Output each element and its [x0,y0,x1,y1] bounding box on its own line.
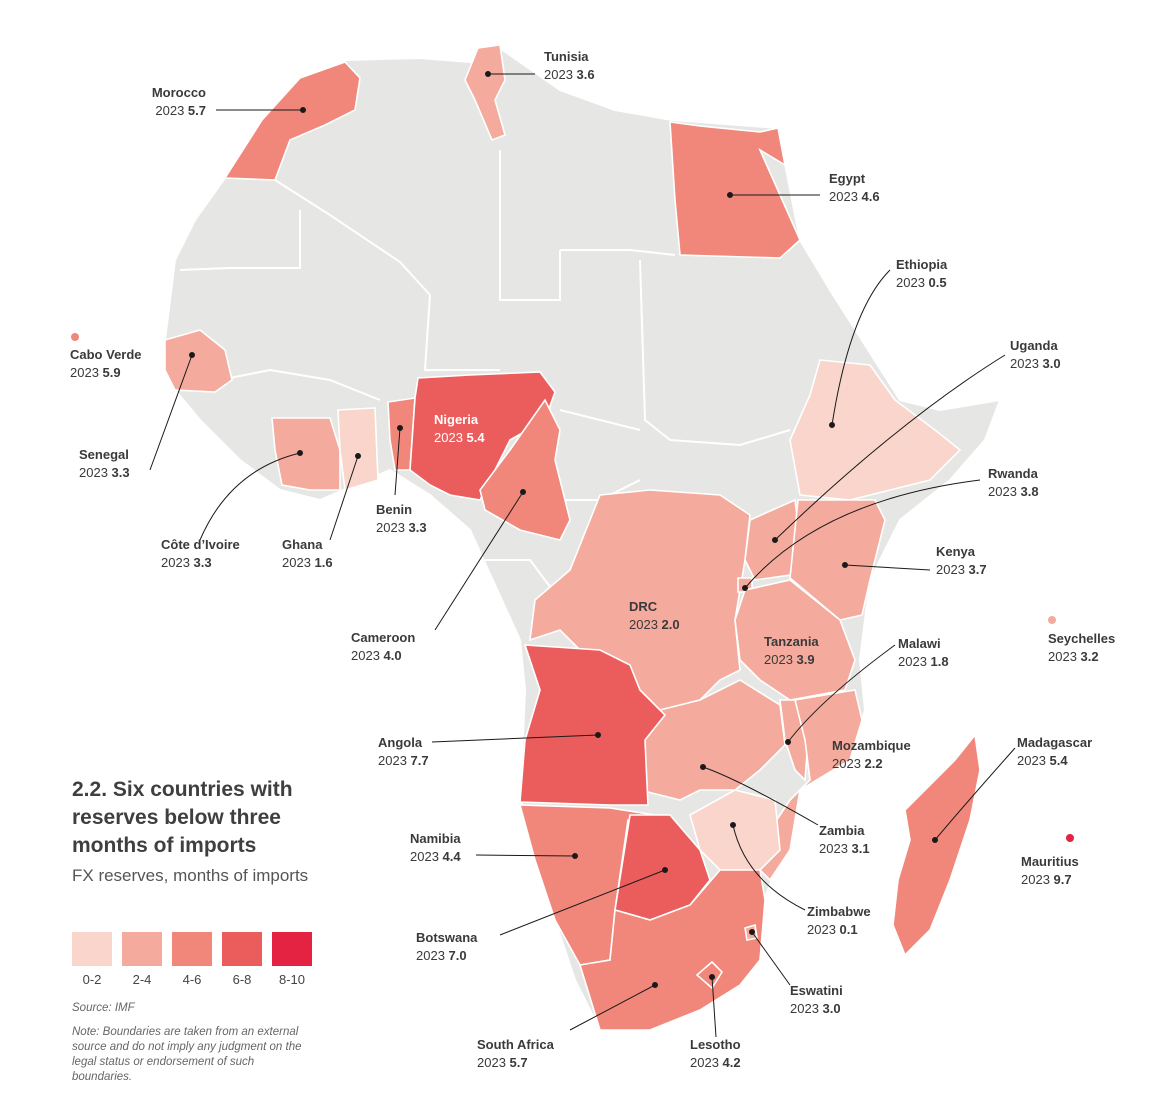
legend-swatch [72,932,112,966]
legend-label: 6-8 [232,972,252,987]
label-mauritius: Mauritius 2023 9.7 [1021,854,1079,887]
legend-label: 0-2 [82,972,102,987]
legend-item: 0-2 [72,932,112,987]
label-botswana: Botswana 2023 7.0 [416,930,478,963]
label-rwanda: Rwanda 2023 3.8 [988,466,1039,499]
label-south-africa: South Africa 2023 5.7 [477,1037,554,1070]
label-kenya: Kenya 2023 3.7 [936,544,987,577]
chart-title: 2.2. Six countries with reserves below t… [72,778,293,857]
country-seychelles-dot [1048,616,1056,624]
label-egypt: Egypt 2023 4.6 [829,171,880,204]
country-benin [387,397,416,471]
country-cote-divoire [271,417,341,491]
label-angola: Angola 2023 7.7 [378,735,429,768]
label-eswatini: Eswatini 2023 3.0 [790,983,843,1016]
label-drc: DRC 2023 2.0 [629,599,680,632]
legend-label: 8-10 [278,972,306,987]
country-tanzania [734,579,856,701]
label-cameroon: Cameroon 2023 4.0 [351,630,416,663]
label-malawi: Malawi 2023 1.8 [898,636,949,669]
legend-item: 6-8 [222,932,262,987]
label-cabo-verde: Cabo Verde 2023 5.9 [70,347,142,380]
country-tunisia [464,44,506,142]
label-benin: Benin 2023 3.3 [376,502,427,535]
country-ethiopia [789,359,962,501]
legend-swatch [272,932,312,966]
label-nigeria: Nigeria 2023 5.4 [434,412,485,445]
source-note: Source: IMF [72,1002,135,1014]
legend-swatch [172,932,212,966]
label-seychelles: Seychelles 2023 3.2 [1048,631,1116,664]
legend-item: 4-6 [172,932,212,987]
legend-label: 2-4 [132,972,152,987]
legend-swatch [222,932,262,966]
label-zambia: Zambia 2023 3.1 [819,823,870,856]
country-angola [519,644,667,806]
label-cote-divoire: Côte d’Ivoire 2023 3.3 [161,537,240,570]
country-lesotho [695,960,724,990]
country-borders [179,150,791,601]
label-ethiopia: Ethiopia 2023 0.5 [896,257,948,290]
label-senegal: Senegal 2023 3.3 [79,447,130,480]
country-shapes [71,44,1074,1031]
leader-lines [149,71,1016,1038]
country-egypt [669,121,801,259]
boundaries-note: Note: Boundaries are taken from an exter… [72,1026,302,1083]
country-mauritius-dot [1066,834,1074,842]
country-morocco [223,61,361,181]
label-tunisia: Tunisia 2023 3.6 [544,49,595,82]
country-zimbabwe [689,789,781,871]
country-senegal [164,329,233,393]
country-south-africa [578,869,766,1031]
label-tanzania: Tanzania 2023 3.9 [764,634,819,667]
label-madagascar: Madagascar 2023 5.4 [1017,735,1093,768]
country-ghana [337,407,379,492]
chart-subtitle: FX reserves, months of imports [72,866,309,885]
label-ghana: Ghana 2023 1.6 [282,537,333,570]
country-mozambique [759,689,863,882]
label-mozambique: Mozambique 2023 2.2 [832,738,911,771]
legend-swatch [122,932,162,966]
country-cameroon [479,398,571,541]
legend-item: 8-10 [272,932,312,987]
title-block: 2.2. Six countries with reserves below t… [72,776,362,887]
country-madagascar [892,733,981,957]
legend-label: 4-6 [182,972,202,987]
label-lesotho: Lesotho 2023 4.2 [690,1037,741,1070]
label-namibia: Namibia 2023 4.4 [410,831,461,864]
label-uganda: Uganda 2023 3.0 [1010,338,1061,371]
label-zimbabwe: Zimbabwe 2023 0.1 [807,904,871,937]
label-morocco: Morocco 2023 5.7 [151,85,206,118]
legend-item: 2-4 [122,932,162,987]
country-cabo-verde-dot [71,333,79,341]
